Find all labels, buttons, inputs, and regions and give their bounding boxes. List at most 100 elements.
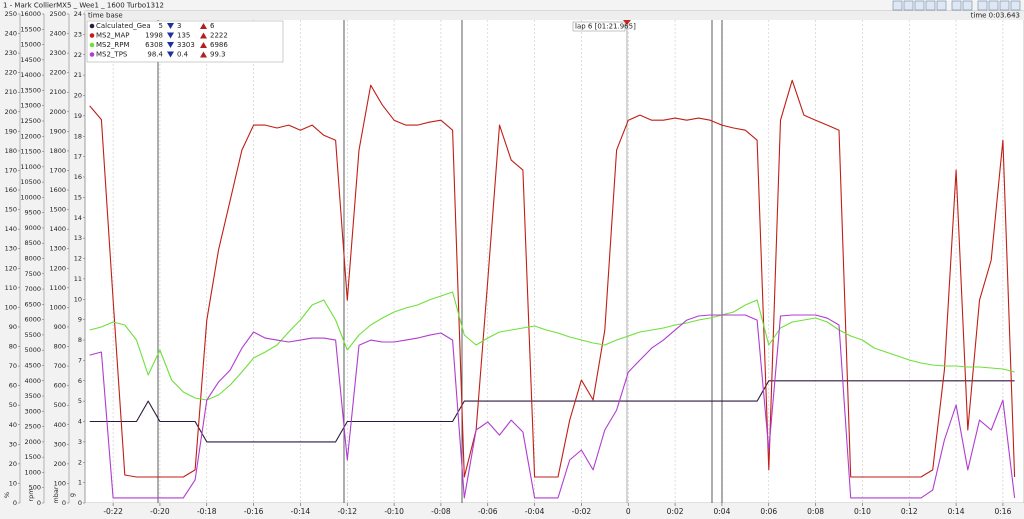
axis-unit: g	[68, 493, 76, 497]
y-tick-label: 10000	[20, 193, 41, 201]
y-tick-label: 20	[9, 460, 17, 468]
y-tick-label: 1300	[49, 245, 66, 253]
x-tick-label: -0:22	[103, 507, 123, 516]
x-axis-panel	[85, 503, 1024, 519]
lap-label-box	[572, 21, 626, 32]
time-base-label: time base	[88, 12, 123, 20]
y-tick-label: 7500	[24, 270, 41, 278]
grid: -0:22 -0:20 -0:18 -0:16 -0:14 -0:12 -0:10 -0:08…	[3, 10, 1012, 516]
y-tick-label: 200	[5, 108, 17, 116]
legend-value: 6308	[145, 41, 163, 49]
y-tick-label: 1000	[24, 468, 41, 476]
y-tick-label: 11500	[20, 148, 41, 156]
tool-button[interactable]	[903, 0, 914, 11]
tool-button[interactable]	[977, 0, 988, 11]
y-tick-label: 1500	[49, 206, 66, 214]
y-tick-label: 50	[9, 401, 17, 409]
y-tick-label: 13000	[20, 102, 41, 110]
y-tick-label: 10	[9, 479, 17, 487]
y-tick-label: 15000	[20, 41, 41, 49]
y-tick-label: 200	[54, 460, 66, 468]
y-tick-label: 14	[74, 214, 82, 222]
tool-button[interactable]	[936, 0, 947, 11]
y-tick-label: 4	[78, 418, 82, 426]
tool-button[interactable]	[1010, 0, 1021, 11]
title-bar	[0, 0, 1024, 11]
y-tick-label: 9500	[24, 209, 41, 217]
x-tick-label: 0:04	[714, 507, 731, 516]
legend-max: 6	[210, 22, 215, 30]
toolbar	[892, 0, 1021, 11]
y-tick-label: 9000	[24, 224, 41, 232]
y-tick-label: 2500	[49, 10, 66, 18]
tool-button[interactable]	[999, 0, 1010, 11]
y-tick-label: 80	[9, 343, 17, 351]
y-tick-label: 700	[54, 362, 66, 370]
y-tick-label: 19	[74, 112, 82, 120]
y-tick-label: 13	[74, 234, 82, 242]
x-tick-label: 0:02	[667, 507, 684, 516]
y-tick-label: 6	[78, 377, 82, 385]
x-tick-label: 0:08	[807, 507, 824, 516]
y-tick-label: 500	[54, 401, 66, 409]
tool-button[interactable]	[962, 0, 973, 11]
min-icon	[167, 42, 174, 48]
window-title: 1 - Mark CollierMX5 _ Wee1 _ 1600 Turbo1…	[3, 2, 164, 10]
y-tick-label: 22	[74, 51, 82, 59]
max-icon	[200, 42, 207, 48]
series-line	[89, 380, 1015, 443]
max-icon	[200, 51, 207, 58]
tool-button[interactable]	[925, 0, 936, 11]
y-tick-label: 2500	[24, 423, 41, 431]
legend-max: 99.3	[210, 51, 226, 59]
y-tick-label: 14500	[20, 56, 41, 64]
y-tick-label: 60	[9, 382, 17, 390]
legend-max: 6986	[210, 41, 228, 49]
y-tick-label: 1600	[49, 186, 66, 194]
x-tick-label: -0:18	[197, 507, 217, 516]
y-tick-label: 5000	[24, 346, 41, 354]
y-tick-label: 100	[54, 479, 66, 487]
y-tick-label: 15500	[20, 25, 41, 33]
legend-value: 5	[159, 22, 163, 30]
y-tick-label: 14000	[20, 71, 41, 79]
y-tick-label: 8000	[24, 255, 41, 263]
axis-panel	[0, 11, 85, 519]
y-tick-label: 130	[5, 245, 17, 253]
legend-name: MS2_MAP	[96, 32, 130, 40]
y-tick-label: 240	[5, 30, 17, 38]
x-tick-label: -0:14	[291, 507, 311, 516]
max-icon	[200, 23, 207, 29]
y-tick-label: 190	[5, 127, 17, 135]
y-tick-label: 2000	[49, 108, 66, 116]
tool-button[interactable]	[914, 0, 925, 11]
y-tick-label: 21	[74, 71, 82, 79]
y-tick-label: 2300	[49, 49, 66, 57]
series-group	[89, 79, 1016, 499]
y-tick-label: 0	[62, 499, 66, 507]
tool-button[interactable]	[951, 0, 962, 11]
x-tick-label: -0:04	[525, 507, 545, 516]
time-readout: time 0:03.643	[971, 12, 1020, 20]
y-tick-label: 210	[5, 88, 17, 96]
x-tick-label: 0	[626, 507, 631, 516]
y-tick-label: 10500	[20, 178, 41, 186]
x-tick-label: -0:12	[337, 507, 357, 516]
y-tick-label: 800	[54, 343, 66, 351]
series-line	[89, 79, 1016, 478]
tool-button[interactable]	[892, 0, 903, 11]
x-tick-label: 0:12	[901, 507, 918, 516]
legend-min: 0.4	[177, 51, 189, 59]
axis-unit: %	[3, 492, 11, 498]
y-tick-label: 1500	[24, 453, 41, 461]
y-tick-label: 160	[5, 186, 17, 194]
y-tick-label: 9	[78, 316, 82, 324]
tool-button[interactable]	[988, 0, 999, 11]
y-tick-label: 12000	[20, 132, 41, 140]
y-tick-label: 500	[29, 484, 41, 492]
legend-swatch	[89, 33, 95, 38]
min-icon	[167, 32, 174, 39]
x-tick-label: 0:14	[948, 507, 965, 516]
y-tick-label: 110	[5, 284, 17, 292]
